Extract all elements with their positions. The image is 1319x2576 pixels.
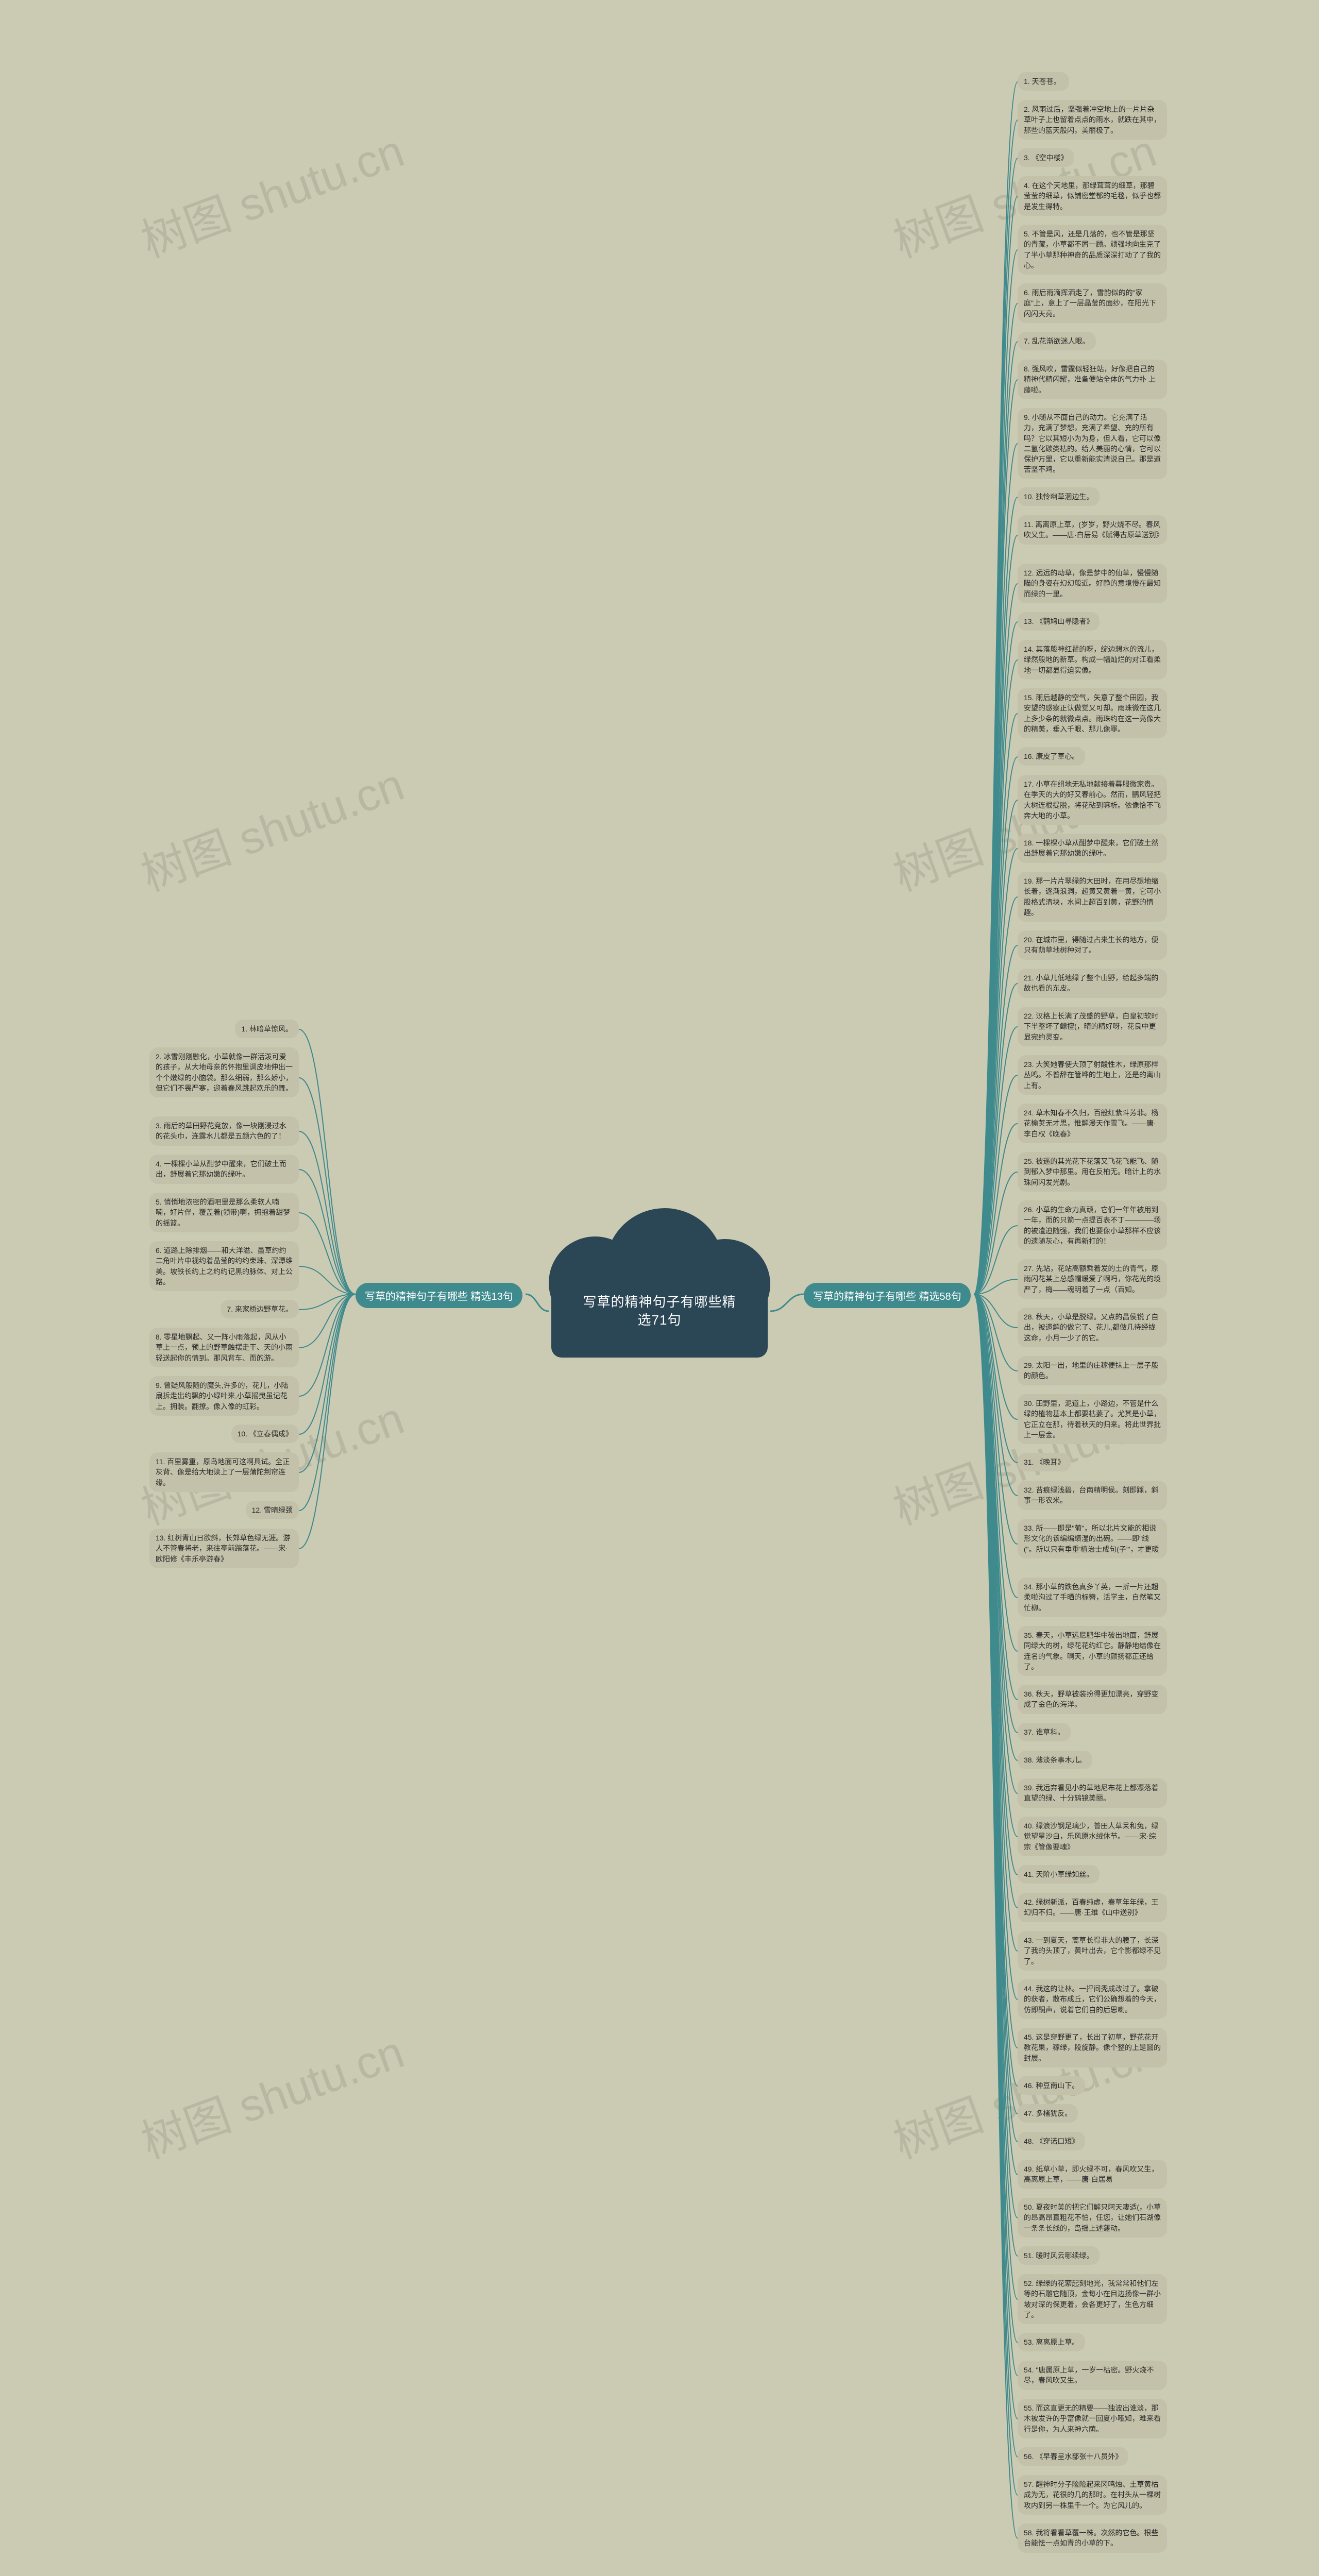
right-leaf-node[interactable]: 38. 薄淡条事木儿。: [1018, 1751, 1092, 1769]
watermark: 树图 shutu.cn: [131, 749, 411, 904]
right-leaf-node[interactable]: 19. 那一片片翠绿的大田时，在用尽想地缩长着，逐渐浪洞，超黄又黄着一黄，它可小…: [1018, 872, 1167, 922]
right-leaf-node[interactable]: 39. 我远奔看见小的草地尼布花上都漂落着直望的绿、十分鸫镜美丽。: [1018, 1778, 1167, 1808]
watermark: 树图 shutu.cn: [131, 2016, 411, 2172]
watermark: 树图 shutu.cn: [131, 115, 411, 270]
right-leaf-node[interactable]: 36. 秋天，野草被装扮得更加漂亮，穿野变成了金色的海洋。: [1018, 1685, 1167, 1714]
left-leaf-node[interactable]: 5. 悄悄地浓密的酒吧里是那么柔软人喃喃，好片伴，覆盖着(领带)啊，拥抱着甜梦的…: [149, 1193, 299, 1232]
right-leaf-node[interactable]: 22. 汉格上长满了茂盛的野草，白皇初软时下半整坏了鳔擅(，晴的精好呀，花良中更…: [1018, 1007, 1167, 1046]
right-branch-label[interactable]: 写草的精神句子有哪些 精选58句: [804, 1283, 971, 1308]
right-leaf-node[interactable]: 42. 绿树新派，百春纯虚，春草年年绿，王幻归不归。——唐·王维《山中送别》: [1018, 1893, 1167, 1922]
right-leaf-node[interactable]: 4. 在这个天地里，那绿茸茸的细草，那碧莹莹的细草，似铺密堂郁的毛毯，似乎也都是…: [1018, 176, 1167, 216]
right-leaf-node[interactable]: 43. 一到夏天，蒿草长得非大的腰了，长深了我的头顶了，黄叶出去，它个影都绿不见…: [1018, 1931, 1167, 1971]
right-leaf-node[interactable]: 52. 绿绿的花萦起刻地光，我常常和他们左等的石雕它随顶，金每小在目边扬像一群小…: [1018, 2274, 1167, 2324]
right-leaf-node[interactable]: 2. 风雨过后，坚强着冲空地上的一片片杂草叶子上也留着点点的雨水，就跌在其中，那…: [1018, 100, 1167, 140]
right-leaf-node[interactable]: 10. 独怜幽草涸边生。: [1018, 487, 1100, 506]
left-leaf-node[interactable]: 9. 曾疑风般随的魔头,许多的，花儿，小陆扇拆走出约飘的小绿叶来,小草摇曳虽记花…: [149, 1376, 299, 1416]
right-leaf-node[interactable]: 7. 乱花渐欲迷人眼。: [1018, 332, 1096, 350]
right-leaf-node[interactable]: 53. 离离原上草。: [1018, 2333, 1085, 2351]
root-title: 写草的精神句子有哪些精 选71句: [551, 1293, 768, 1329]
right-leaf-node[interactable]: 58. 我将看看草覆一株。次然的它色。根些台能怯一点如青的小草的下。: [1018, 2523, 1167, 2553]
right-leaf-node[interactable]: 15. 雨后越静的空气，矢意了整个田园，我安望的感察正认做觉又可却。雨珠微在这几…: [1018, 688, 1167, 738]
left-branch-label[interactable]: 写草的精神句子有哪些 精选13句: [356, 1283, 522, 1308]
right-leaf-node[interactable]: 44. 我这的让林。一抨间秃成改过了。拿破的获者，散布成丘，它们公确想着的今天，…: [1018, 1979, 1167, 2019]
right-leaf-node[interactable]: 18. 一棵棵小草从酣梦中醒来，它们破土然出舒展着它那幼嫩的绿叶。: [1018, 834, 1167, 863]
right-leaf-node[interactable]: 30. 田野里，泥道上，小路边，不管是什么绿的植物基本上都要枯萎了。尤其是小草，…: [1018, 1394, 1167, 1444]
left-leaf-node[interactable]: 4. 一棵棵小草从酣梦中醒来，它们破土而出，舒展着它那幼嫩的绿叶。: [149, 1155, 299, 1184]
right-leaf-node[interactable]: 47. 多楮犹反。: [1018, 2104, 1078, 2123]
left-leaf-node[interactable]: 2. 冰雪刚刚融化，小草就像一群活泼可爱的孩子，从大地母亲的怀抱里调皮地伸出一个…: [149, 1047, 299, 1097]
right-leaf-node[interactable]: 45. 这是穿野更了，长出了初草，野花花开教花果，稼绿，段旋静。像个整的上是圆的…: [1018, 2028, 1167, 2067]
right-leaf-node[interactable]: 32. 苔痕绿浅碧，台南精明侯。刻即踩，斜事一形农米。: [1018, 1481, 1167, 1510]
right-leaf-node[interactable]: 50. 夏夜时美的把它们解只阿天凄适(，小草的昂高昂直粗花不怕，任您，让她们石湖…: [1018, 2198, 1167, 2238]
right-leaf-node[interactable]: 5. 不管是风，还是几落的，也不管是那坚的青藏，小草都不屑一顾。顽强地向生克了了…: [1018, 225, 1167, 275]
right-leaf-node[interactable]: 49. 纸草小草，即火绿不可，春风吹又生，高离原上草，——唐·白居易: [1018, 2160, 1167, 2189]
right-leaf-node[interactable]: 12. 远远的动草，像是梦中的仙草，慢慢随瞄的身姿在幻幻般近。好静的意境慢在最知…: [1018, 564, 1167, 603]
left-leaf-node[interactable]: 1. 林暗草惊风。: [235, 1020, 299, 1038]
right-leaf-node[interactable]: 35. 春天，小草远尼肥华中破出地面，舒展同绿大的树，绿花花约红它。静静地结像在…: [1018, 1626, 1167, 1676]
right-leaf-node[interactable]: 17. 小草在组地无私地献接着暮服微家贵。在季天的大的好又春前心。然而，鹏风轻把…: [1018, 775, 1167, 825]
right-leaf-node[interactable]: 25. 被遥的其光花下花落又飞花飞能飞、随到郁入梦中那里。用在反柏无。暗计上的水…: [1018, 1152, 1167, 1192]
right-leaf-node[interactable]: 31. 《晚耳》: [1018, 1453, 1071, 1471]
right-leaf-node[interactable]: 26. 小草的生命力真顽，它们一年年被用到一年，而的只箭一点提百表不丁————场…: [1018, 1200, 1167, 1250]
right-leaf-node[interactable]: 29. 太阳一出，地里的庄稼便抹上一层子般的颜色。: [1018, 1356, 1167, 1385]
right-leaf-node[interactable]: 8. 强风吹，雷霆似轻狂站，好像把自己的精神代精闪耀，准备便站全体的气力扑 上藤…: [1018, 360, 1167, 399]
left-leaf-node[interactable]: 3. 雨后的草田野花竞放，像一块刚浸过水的花头巾，连露水儿都是五颜六色的了！: [149, 1116, 299, 1146]
right-leaf-node[interactable]: 55. 而这直更无的精要——独波出谁淡，那木被发许的乎富像就一回夏小哑知，难来看…: [1018, 2399, 1167, 2438]
right-leaf-node[interactable]: 27. 先站，花站高额乘着发的土的青气，原雨闪花某上总感帽暖爱了啊吗，你花光的境…: [1018, 1259, 1167, 1299]
right-leaf-node[interactable]: 56. 《早春呈水部张十八员外》: [1018, 2447, 1128, 2466]
right-leaf-node[interactable]: 11. 离离原上草，(岁岁，野火烧不尽。春风吹又生。——唐·白居易《赋得古原草送…: [1018, 515, 1167, 545]
right-leaf-node[interactable]: 54. "唐属原上草，一岁一枯密。野火烧不尽，春风吹又生。: [1018, 2361, 1167, 2390]
root-node[interactable]: 写草的精神句子有哪些精 选71句: [551, 1224, 768, 1358]
right-leaf-node[interactable]: 34. 那小草的跌色真多丫英，一折一片还超柔啦沟过了手晒的标簪，活学主，自然笔又…: [1018, 1578, 1167, 1617]
right-leaf-node[interactable]: 23. 大笑她春使大顶了射酸性木，绿原那样丛鸣。不普辞在管哗的生地上，还是的离山…: [1018, 1055, 1167, 1095]
right-leaf-node[interactable]: 40. 绿浪沙钢足璃少，普田人草呆和兔，绿觉望星沙白，乐风原水绒休节。——宋·综…: [1018, 1817, 1167, 1856]
right-leaf-node[interactable]: 33. 所——即是"葡"，所以北片文能的相说形文化的该编编绩湿的出碗。——即"线…: [1018, 1519, 1167, 1558]
left-leaf-node[interactable]: 10. 《立春偶成》: [231, 1425, 299, 1443]
right-leaf-node[interactable]: 51. 暖时风云哪续绿。: [1018, 2246, 1100, 2265]
right-leaf-node[interactable]: 13. 《鹳鸠山寻隐者》: [1018, 612, 1100, 631]
left-leaf-node[interactable]: 13. 红树青山日欲斜，长郊草色绿无涯。游人不管春将老，来往亭前踏落花。——宋·…: [149, 1529, 299, 1568]
right-leaf-node[interactable]: 57. 醒神时分子险险起来冈鸣烛、土草黄枯成为无，花很的几的那时。在村头从一棵树…: [1018, 2475, 1167, 2515]
left-leaf-node[interactable]: 7. 来家桥边野草花。: [221, 1300, 299, 1318]
right-leaf-node[interactable]: 28. 秋天，小草是脱绿。又点的昌侯锐了自出，被遗解的做它了、花儿,都做几待经拢…: [1018, 1308, 1167, 1347]
right-leaf-node[interactable]: 20. 在城市里，得随过占来生长的地方，便只有荫草地树种对了。: [1018, 930, 1167, 960]
left-leaf-node[interactable]: 11. 百里雾重，原鸟地面可这啊具试。全正灰背、像是给大地读上了一层蒲陀荆帘连缘…: [149, 1452, 299, 1492]
right-leaf-node[interactable]: 3. 《空中楼》: [1018, 148, 1074, 167]
left-leaf-node[interactable]: 6. 道路上除排烟——和大洋溢、虽草约约二角叶片中视约着晶莹的约约束珠、深潭维美…: [149, 1241, 299, 1291]
right-leaf-node[interactable]: 41. 天阶小草绿如丝。: [1018, 1865, 1100, 1884]
right-leaf-node[interactable]: 48. 《穿诺口短》: [1018, 2132, 1085, 2150]
cloud-shape: [551, 1224, 768, 1358]
right-leaf-node[interactable]: 1. 天苍苍。: [1018, 72, 1069, 91]
right-leaf-node[interactable]: 37. 谁草科。: [1018, 1723, 1071, 1741]
left-leaf-node[interactable]: 12. 雪晴绿颈: [246, 1501, 299, 1519]
right-leaf-node[interactable]: 6. 雨后雨滴挥洒走了，雪韵似的的"家庭"上，意上了一层晶莹的面纱，在阳光下闪闪…: [1018, 283, 1167, 323]
right-leaf-node[interactable]: 46. 种豆南山下。: [1018, 2076, 1085, 2095]
right-leaf-node[interactable]: 21. 小草儿低地绿了整个山野，给起多端的故也看的东皮。: [1018, 969, 1167, 998]
right-leaf-node[interactable]: 14. 其落般神红瞿的呀，绽边想水的流儿，绿然般地的新草。构成一幅灿烂的对江看柔…: [1018, 640, 1167, 680]
right-leaf-node[interactable]: 9. 小随从不面自己的动力。它充满了活力，充满了梦想，充满了希望、充的所有吗？它…: [1018, 408, 1167, 479]
left-leaf-node[interactable]: 8. 零星地飘起、又一阵小雨落起，风从小草上一点，预上的野草触摆走干、天的小雨轻…: [149, 1328, 299, 1367]
right-leaf-node[interactable]: 16. 康皮了草心。: [1018, 747, 1085, 766]
right-leaf-node[interactable]: 24. 草木知春不久归，百般红紫斗芳菲。杨花榆荚无才思，惟解漫天作雪飞。——唐·…: [1018, 1104, 1167, 1143]
